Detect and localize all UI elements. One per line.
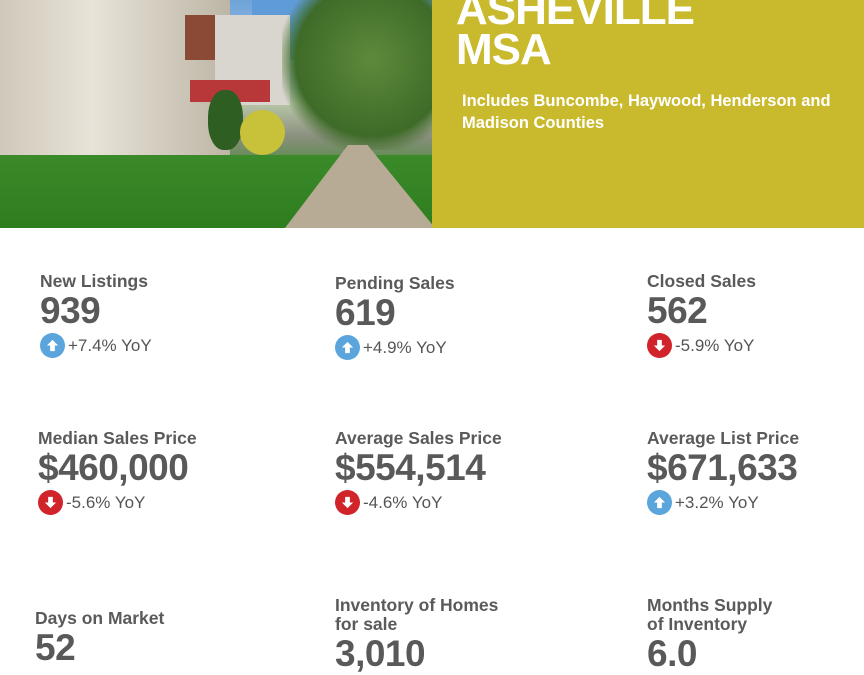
stat-closed-sales: Closed Sales 562 -5.9% YoY bbox=[647, 272, 756, 358]
stat-label: Average Sales Price bbox=[335, 428, 502, 448]
stat-months-supply: Months Supply of Inventory 6.0 bbox=[647, 596, 772, 674]
neighborhood-photo bbox=[0, 0, 432, 228]
stat-value: 562 bbox=[647, 290, 708, 331]
stat-change: +7.4% YoY bbox=[40, 333, 152, 358]
stat-average-sales-price: Average Sales Price $554,514 -4.6% YoY bbox=[335, 429, 502, 515]
stat-label: Median Sales Price bbox=[38, 428, 197, 448]
page-subtitle: Includes Buncombe, Haywood, Henderson an… bbox=[462, 92, 831, 132]
arrow-up-icon bbox=[335, 335, 360, 360]
stat-label-line-2: of Inventory bbox=[647, 614, 748, 634]
arrow-down-icon bbox=[647, 333, 672, 358]
title-line-1: ASHEVILLE bbox=[456, 0, 695, 34]
yoy-change-text: -4.6% YoY bbox=[363, 492, 443, 512]
yoy-change-text: +3.2% YoY bbox=[675, 492, 759, 512]
yoy-change-text: -5.6% YoY bbox=[66, 492, 146, 512]
stat-change: +3.2% YoY bbox=[647, 490, 799, 515]
stat-change: +4.9% YoY bbox=[335, 335, 455, 360]
stat-median-sales-price: Median Sales Price $460,000 -5.6% YoY bbox=[38, 429, 197, 515]
stat-label: Pending Sales bbox=[335, 273, 455, 293]
stat-value: 619 bbox=[335, 292, 396, 333]
arrow-up-icon bbox=[40, 333, 65, 358]
yoy-change-text: +7.4% YoY bbox=[68, 335, 152, 355]
arrow-down-icon bbox=[38, 490, 63, 515]
yoy-change-text: -5.9% YoY bbox=[675, 335, 755, 355]
stat-label: New Listings bbox=[40, 271, 148, 291]
stat-average-list-price: Average List Price $671,633 +3.2% YoY bbox=[647, 429, 799, 515]
stat-label: Average List Price bbox=[647, 428, 800, 448]
stat-value: 6.0 bbox=[647, 633, 697, 674]
stat-value: $554,514 bbox=[335, 447, 486, 488]
stat-label: Days on Market bbox=[35, 608, 165, 628]
stat-label-line-2: for sale bbox=[335, 614, 398, 634]
stat-label-line-1: Inventory of Homes bbox=[335, 595, 499, 615]
arrow-down-icon bbox=[335, 490, 360, 515]
stat-inventory-of-homes: Inventory of Homes for sale 3,010 bbox=[335, 596, 498, 674]
yoy-change-text: +4.9% YoY bbox=[363, 337, 447, 357]
title-line-2: MSA bbox=[456, 25, 552, 74]
stat-value: $671,633 bbox=[647, 447, 798, 488]
page-title: ASHEVILLE MSA bbox=[456, 0, 695, 74]
stat-label: Closed Sales bbox=[647, 271, 756, 291]
stat-pending-sales: Pending Sales 619 +4.9% YoY bbox=[335, 274, 455, 360]
stat-change: -5.6% YoY bbox=[38, 490, 197, 515]
title-banner: ASHEVILLE MSA Includes Buncombe, Haywood… bbox=[432, 0, 864, 228]
stat-value: 52 bbox=[35, 627, 76, 668]
stat-value: 3,010 bbox=[335, 633, 426, 674]
stat-value: 939 bbox=[40, 290, 101, 331]
hero-section: ASHEVILLE MSA Includes Buncombe, Haywood… bbox=[0, 0, 864, 228]
stat-change: -5.9% YoY bbox=[647, 333, 756, 358]
stat-new-listings: New Listings 939 +7.4% YoY bbox=[40, 272, 152, 358]
stat-value: $460,000 bbox=[38, 447, 189, 488]
stat-label-line-1: Months Supply bbox=[647, 595, 773, 615]
arrow-up-icon bbox=[647, 490, 672, 515]
stat-change: -4.6% YoY bbox=[335, 490, 502, 515]
stat-days-on-market: Days on Market 52 bbox=[35, 609, 164, 668]
